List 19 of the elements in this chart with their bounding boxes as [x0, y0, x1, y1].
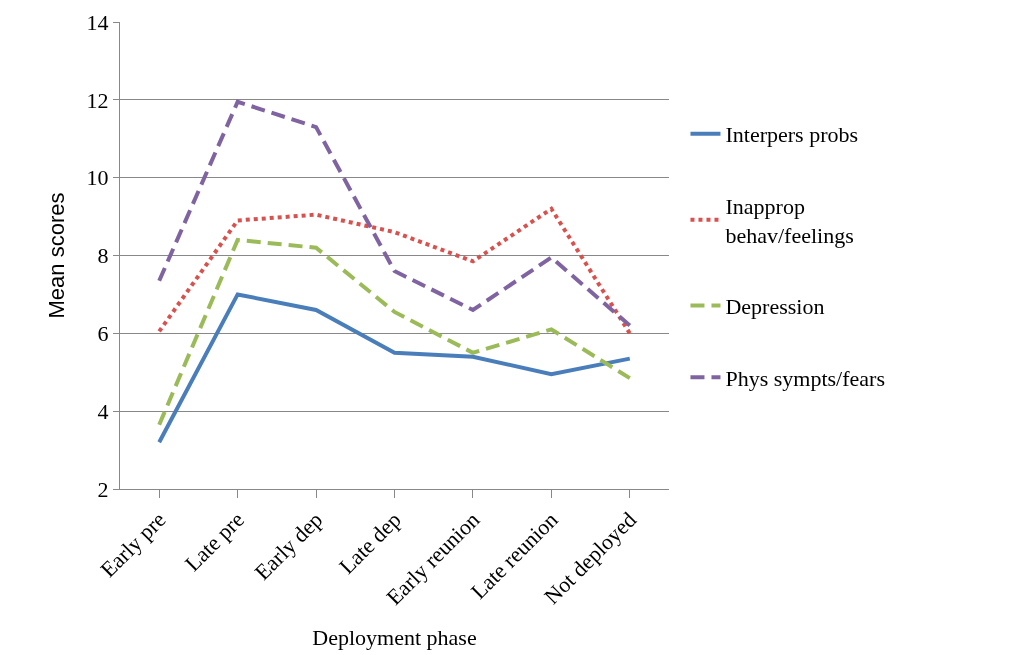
line-series — [157, 237, 632, 427]
y-tick-label: 8 — [97, 243, 109, 269]
legend-label: Phys sympts/fears — [725, 365, 885, 391]
legend-label: Inapprop behav/feelings — [725, 193, 854, 248]
line-series — [157, 99, 632, 328]
y-tick-label: 2 — [97, 476, 109, 502]
legend-label: Interpers probs — [725, 122, 859, 148]
y-tick-label: 10 — [86, 165, 109, 191]
y-tick-label: 4 — [97, 398, 109, 424]
line-series — [157, 292, 632, 445]
y-tick-label: 14 — [86, 9, 109, 35]
y-axis-title: Mean scores — [44, 192, 70, 319]
y-tick-label: 12 — [86, 87, 109, 113]
legend-label: Depression — [725, 294, 825, 320]
x-tick-label: Late dep — [334, 507, 406, 579]
line-series — [157, 206, 632, 336]
x-tick-label: Late pre — [179, 507, 249, 577]
x-axis-title: Deployment phase — [312, 624, 477, 650]
y-tick-label: 6 — [97, 321, 109, 347]
